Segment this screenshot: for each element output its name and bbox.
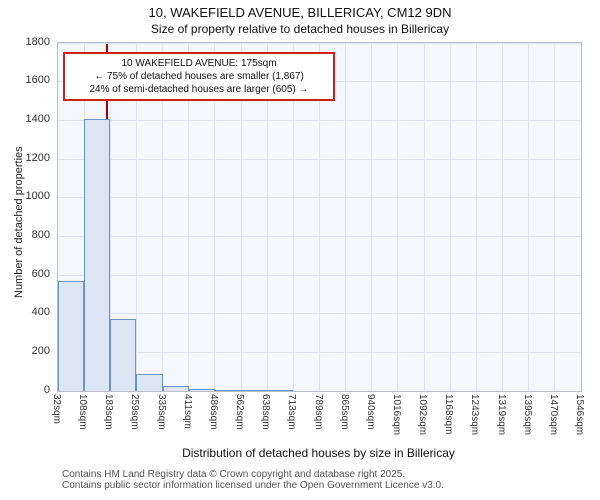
histogram-bar — [58, 280, 85, 391]
histogram-bar — [188, 389, 215, 391]
gridline-vertical — [502, 43, 504, 391]
y-axis-tick-label: 0 — [43, 383, 50, 396]
x-axis-tick-label: 335sqm — [155, 394, 167, 430]
gridline-vertical — [240, 43, 242, 391]
x-axis-title: Distribution of detached houses by size … — [182, 446, 455, 460]
gridline-vertical — [188, 43, 190, 391]
x-axis-tick-label: 1319sqm — [495, 394, 507, 436]
x-axis-tick-label: 32sqm — [51, 394, 62, 425]
gridline-vertical — [135, 43, 137, 391]
gridline-vertical — [345, 43, 347, 391]
x-axis-tick-label: 562sqm — [234, 394, 246, 430]
x-axis-tick-label: 713sqm — [286, 394, 298, 430]
annotation-box: 10 WAKEFIELD AVENUE: 175sqm ← 75% of det… — [63, 52, 335, 101]
x-axis-tick-label: 1243sqm — [469, 394, 481, 436]
gridline-vertical — [109, 43, 111, 391]
annotation-line-address: 10 WAKEFIELD AVENUE: 175sqm — [121, 58, 277, 69]
x-axis-tick-label: 1168sqm — [443, 394, 455, 435]
annotation-line-larger: 24% of semi-detached houses are larger (… — [89, 84, 309, 95]
x-axis-tick-label: 865sqm — [338, 394, 350, 430]
x-axis-tick-label: 1092sqm — [417, 394, 429, 436]
x-axis-tick-label: 259sqm — [129, 394, 141, 430]
x-axis-tick-label: 1395sqm — [521, 394, 533, 436]
y-axis-tick-label: 200 — [31, 344, 50, 357]
histogram-bar — [84, 119, 111, 391]
gridline-vertical — [423, 43, 425, 391]
gridline-vertical — [554, 43, 556, 391]
histogram-bar — [136, 373, 163, 391]
x-axis-tick-label: 1546sqm — [574, 394, 585, 436]
y-axis-tick-label: 1800 — [25, 35, 50, 48]
footer-copyright-line1: Contains HM Land Registry data © Crown c… — [62, 469, 406, 480]
y-axis-tick-label: 1000 — [25, 190, 50, 203]
gridline-vertical — [266, 43, 268, 391]
x-axis-tick-label: 486sqm — [207, 394, 219, 430]
x-axis-tick-label: 1016sqm — [390, 394, 402, 436]
y-axis-tick-label: 400 — [31, 306, 50, 319]
gridline-vertical — [397, 43, 399, 391]
footer-copyright-line2: Contains public sector information licen… — [62, 480, 444, 491]
x-axis-tick-label: 183sqm — [103, 394, 115, 430]
histogram-bar — [241, 389, 268, 391]
histogram-bar — [162, 386, 189, 391]
gridline-vertical — [214, 43, 216, 391]
gridline-vertical — [449, 43, 451, 391]
x-axis-tick-label: 638sqm — [260, 394, 272, 430]
histogram-bar — [110, 319, 137, 391]
gridline-vertical — [162, 43, 164, 391]
annotation-line-smaller: ← 75% of detached houses are smaller (1,… — [94, 71, 304, 82]
y-axis-tick-label: 1600 — [25, 74, 50, 87]
histogram-bar — [267, 390, 294, 391]
x-axis-tick-label: 411sqm — [181, 394, 193, 429]
y-axis-tick-label: 1400 — [25, 112, 50, 125]
chart-subtitle: Size of property relative to detached ho… — [150, 22, 450, 36]
gridline-vertical — [528, 43, 530, 391]
gridline-vertical — [292, 43, 294, 391]
x-axis-tick-label: 108sqm — [77, 394, 89, 430]
gridline-vertical — [371, 43, 373, 391]
y-axis-tick-label: 600 — [31, 267, 50, 280]
chart-title: 10, WAKEFIELD AVENUE, BILLERICAY, CM12 9… — [148, 5, 452, 20]
x-axis-tick-label: 789sqm — [312, 394, 324, 430]
gridline-vertical — [319, 43, 320, 391]
gridline-vertical — [475, 43, 477, 391]
x-axis-tick-label: 940sqm — [364, 394, 376, 430]
y-axis-tick-label: 800 — [31, 228, 50, 241]
y-axis-tick-label: 1200 — [25, 151, 50, 164]
x-axis-tick-label: 1470sqm — [547, 394, 559, 436]
histogram-bar — [214, 389, 242, 391]
